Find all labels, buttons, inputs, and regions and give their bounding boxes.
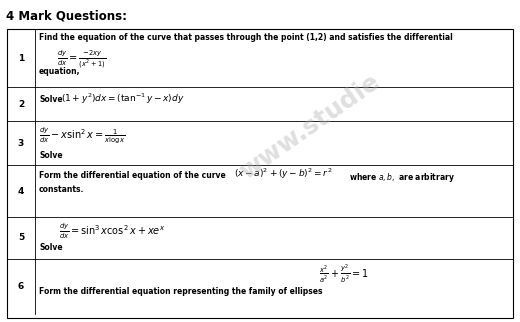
- Text: $\frac{dy}{dx} = \sin^3 x\cos^2 x + xe^x$: $\frac{dy}{dx} = \sin^3 x\cos^2 x + xe^x…: [59, 221, 165, 241]
- Bar: [7, 29, 513, 318]
- Text: constants.: constants.: [39, 185, 84, 194]
- Text: where $a,b,$ are arbitrary: where $a,b,$ are arbitrary: [349, 171, 455, 184]
- Text: www.studie: www.studie: [236, 70, 385, 184]
- Text: $\frac{x^2}{a^2}+\frac{y^2}{b^2}=1$: $\frac{x^2}{a^2}+\frac{y^2}{b^2}=1$: [319, 263, 369, 285]
- Text: equation,: equation,: [39, 67, 81, 76]
- Text: Solve: Solve: [39, 95, 62, 104]
- Text: 2: 2: [18, 99, 24, 109]
- Text: 4: 4: [18, 186, 24, 195]
- Text: 3: 3: [18, 138, 24, 147]
- Text: Form the differential equation of the curve: Form the differential equation of the cu…: [39, 171, 226, 180]
- Text: Form the differential equation representing the family of ellipses: Form the differential equation represent…: [39, 287, 322, 296]
- Text: $\frac{dy}{dx} - x\sin^2 x = \frac{1}{x\log x}$: $\frac{dy}{dx} - x\sin^2 x = \frac{1}{x\…: [39, 126, 126, 146]
- Text: Solve: Solve: [39, 151, 62, 160]
- Text: Solve: Solve: [39, 243, 62, 252]
- Text: $\frac{dy}{dx} = \frac{-2xy}{(x^2+1)}$: $\frac{dy}{dx} = \frac{-2xy}{(x^2+1)}$: [57, 49, 106, 71]
- Text: 4 Mark Questions:: 4 Mark Questions:: [6, 9, 127, 22]
- Text: 5: 5: [18, 233, 24, 242]
- Text: $(x-a)^2+(y-b)^2=r^2$: $(x-a)^2+(y-b)^2=r^2$: [234, 167, 332, 181]
- Text: 1: 1: [18, 53, 24, 62]
- Text: Find the equation of the curve that passes through the point (1,2) and satisfies: Find the equation of the curve that pass…: [39, 33, 453, 42]
- Text: $(1+y^2)dx = (\tan^{-1}y - x)dy$: $(1+y^2)dx = (\tan^{-1}y - x)dy$: [61, 92, 185, 106]
- Text: 6: 6: [18, 282, 24, 291]
